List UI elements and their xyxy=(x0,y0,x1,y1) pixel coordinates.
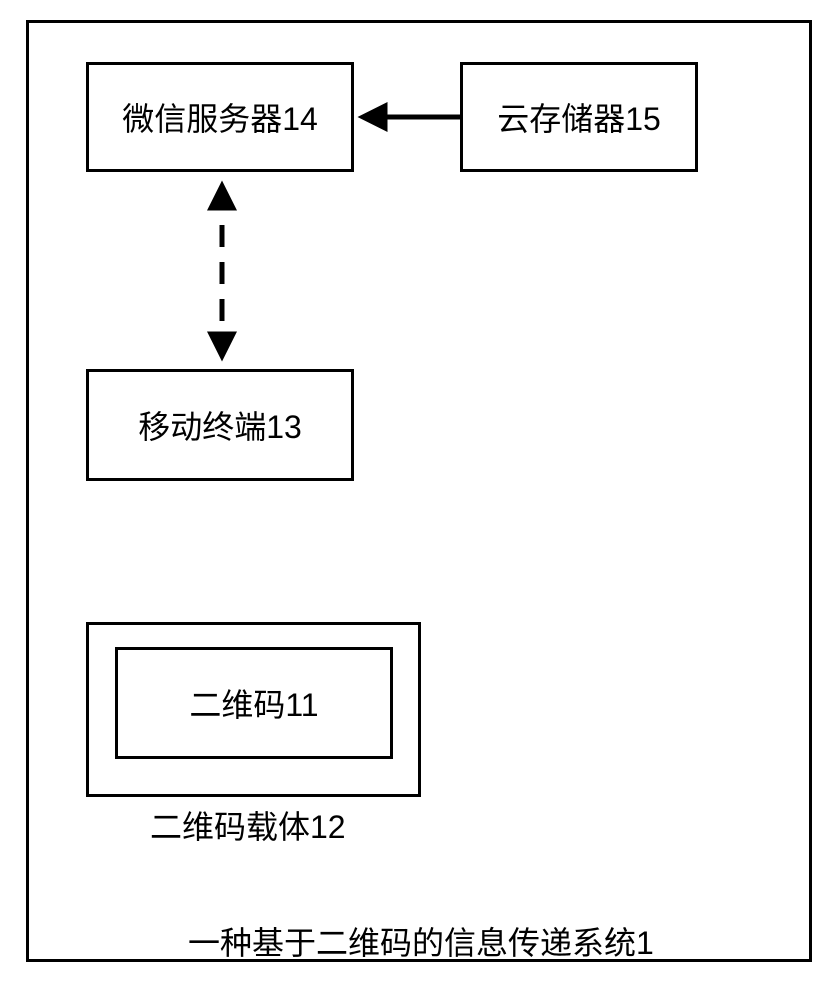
wechat-server-label: 微信服务器14 xyxy=(122,94,318,140)
diagram-title: 一种基于二维码的信息传递系统1 xyxy=(188,918,654,964)
qr-code-box: 二维码11 xyxy=(115,647,393,759)
mobile-terminal-label: 移动终端13 xyxy=(138,402,302,448)
cloud-storage-label: 云存储器15 xyxy=(497,94,661,140)
cloud-storage-box: 云存储器15 xyxy=(460,62,698,172)
qr-code-label: 二维码11 xyxy=(189,680,318,726)
wechat-server-box: 微信服务器14 xyxy=(86,62,354,172)
qr-carrier-label: 二维码载体12 xyxy=(150,802,346,848)
mobile-terminal-box: 移动终端13 xyxy=(86,369,354,481)
